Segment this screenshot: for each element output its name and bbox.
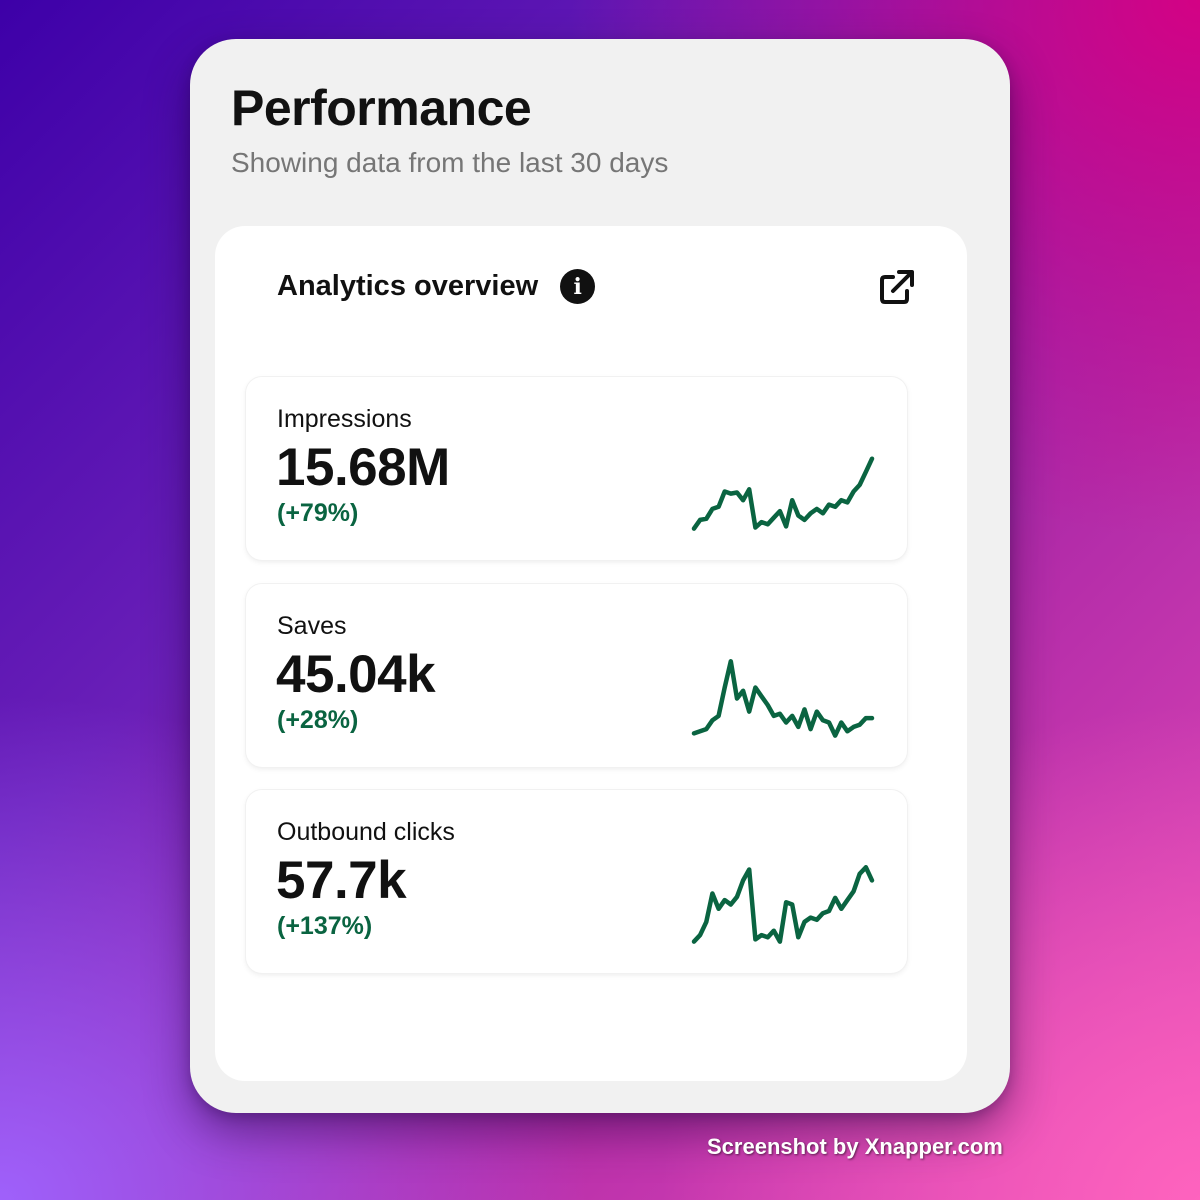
- saves-sparkline: [691, 659, 875, 738]
- page-title: Performance: [231, 80, 532, 136]
- watermark: Screenshot by Xnapper.com: [707, 1134, 1003, 1159]
- metric-value: 57.7k: [276, 851, 407, 910]
- outbound-clicks-sparkline: [691, 865, 875, 944]
- metric-card-impressions[interactable]: Impressions 15.68M (+79%): [246, 377, 907, 560]
- metric-value: 15.68M: [276, 438, 450, 497]
- metric-value: 45.04k: [276, 645, 436, 704]
- sparkline-line: [691, 865, 875, 944]
- analytics-panel: Analytics overview i Impressions 15.68M …: [215, 226, 967, 1081]
- metric-label: Outbound clicks: [277, 818, 455, 846]
- metric-card-outbound-clicks[interactable]: Outbound clicks 57.7k (+137%): [246, 790, 907, 973]
- metric-change: (+28%): [277, 706, 359, 734]
- metric-label: Saves: [277, 612, 347, 640]
- external-link-icon[interactable]: [878, 268, 916, 306]
- impressions-sparkline: [691, 456, 875, 531]
- panel-header: Analytics overview i: [277, 269, 596, 304]
- metric-change: (+79%): [277, 499, 359, 527]
- info-icon[interactable]: i: [560, 269, 596, 304]
- sparkline-line: [691, 659, 875, 738]
- page-subtitle: Showing data from the last 30 days: [231, 147, 669, 178]
- metric-card-saves[interactable]: Saves 45.04k (+28%): [246, 584, 907, 767]
- metric-change: (+137%): [277, 912, 373, 940]
- performance-card: Performance Showing data from the last 3…: [190, 39, 1010, 1113]
- metric-label: Impressions: [277, 405, 412, 433]
- panel-title: Analytics overview: [277, 270, 539, 302]
- sparkline-line: [691, 456, 875, 531]
